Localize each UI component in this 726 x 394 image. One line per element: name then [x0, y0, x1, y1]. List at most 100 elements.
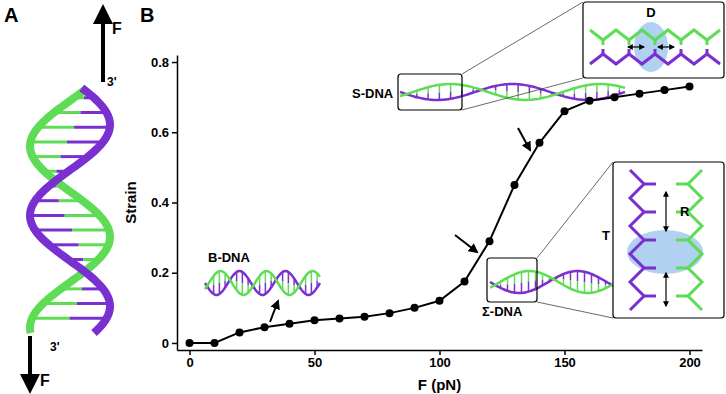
- base-rung: [74, 126, 110, 129]
- y-tick: 0.2: [151, 265, 177, 280]
- y-tick-label: 0.6: [151, 125, 169, 140]
- distance-arrow: [658, 46, 674, 47]
- mini-rung: [528, 271, 530, 281]
- data-point: [436, 297, 444, 305]
- data-point: [461, 278, 469, 286]
- mini-rung: [591, 283, 593, 292]
- y-tick-label: 0.8: [151, 55, 169, 70]
- b-dna-arrow: [270, 301, 278, 322]
- x-tick: 0: [186, 350, 193, 370]
- data-point: [611, 93, 619, 101]
- mini-rung: [288, 283, 290, 294]
- x-tick-label: 100: [429, 355, 451, 370]
- x-tick-label: 50: [308, 355, 322, 370]
- x-tick-label: 150: [554, 355, 576, 370]
- mini-strand: [490, 271, 630, 293]
- distance-arrow: [665, 273, 666, 306]
- data-point: [511, 181, 519, 189]
- plot-data: [186, 83, 694, 347]
- y-tick-label: 0.2: [151, 265, 169, 280]
- force-arrow-down: [28, 336, 32, 390]
- dna-form-label: B-DNA: [208, 250, 250, 265]
- mini-rung: [577, 271, 579, 281]
- mini-rung: [521, 282, 523, 292]
- x-tick-label: 0: [186, 355, 193, 370]
- sigma-dna-arrow: [455, 235, 477, 252]
- zoom-connector: [537, 162, 613, 258]
- y-tick: 0: [162, 336, 177, 351]
- x-axis-title: F (pN): [418, 376, 461, 393]
- data-point: [661, 86, 669, 94]
- data-point: [286, 320, 294, 328]
- mini-strand: [205, 271, 320, 295]
- y-tick-mark: [172, 202, 177, 204]
- sigma-dna-zoom-box: [487, 258, 537, 302]
- zoom-connector: [462, 2, 583, 74]
- base-rung: [76, 302, 109, 305]
- y-tick: 0.4: [151, 195, 177, 210]
- y-tick: 0.6: [151, 125, 177, 140]
- mini-rung: [584, 272, 586, 283]
- mini-strand: [490, 271, 630, 293]
- inset-strand: [590, 30, 720, 40]
- base-rung: [30, 214, 65, 217]
- mini-strand: [205, 271, 320, 295]
- b-dna-drawing: [205, 271, 320, 295]
- y-tick: 0.8: [151, 55, 177, 70]
- zoom-connector: [462, 78, 583, 110]
- purple-strand: [30, 88, 110, 333]
- x-tick: 150: [554, 350, 576, 370]
- mini-rung: [528, 281, 530, 291]
- data-point: [561, 107, 569, 115]
- inset-label: R: [680, 204, 690, 219]
- strand-end-label: 3': [50, 340, 60, 354]
- data-point: [411, 304, 419, 312]
- data-point: [686, 83, 694, 91]
- s-dna-arrow: [518, 128, 530, 150]
- force-arrow-up: [101, 8, 105, 82]
- sigma-dna-drawing: [490, 271, 630, 293]
- x-tick: 50: [308, 350, 322, 370]
- data-point: [311, 316, 319, 324]
- mini-rung: [265, 271, 267, 282]
- force-label: F: [112, 20, 122, 37]
- y-axis-title: Strain: [122, 181, 139, 224]
- distance-arrow: [665, 192, 666, 231]
- dna-form-label: S-DNA: [352, 86, 394, 101]
- y-tick-mark: [172, 132, 177, 134]
- data-point: [361, 313, 369, 321]
- panel-label: B: [140, 4, 154, 26]
- y-tick-label: 0.4: [151, 195, 170, 210]
- data-point: [386, 309, 394, 317]
- x-axis: 0 50 100 150 200: [178, 350, 703, 370]
- x-tick: 200: [679, 350, 701, 370]
- y-tick-mark: [172, 62, 177, 64]
- y-tick-label: 0: [162, 336, 169, 351]
- green-strand: [30, 88, 110, 333]
- data-point: [261, 323, 269, 331]
- inset-rt: [613, 162, 724, 318]
- y-axis: 0 0.2 0.4 0.6 0.8: [151, 55, 178, 351]
- x-tick: 100: [429, 350, 451, 370]
- figure: 0 50 100 150 200 0 0.2 0.4 0.6 0.8 F (pN) Strain A B F…: [0, 0, 726, 394]
- data-point: [486, 237, 494, 245]
- x-tick-label: 200: [679, 355, 701, 370]
- inset-strand: [590, 54, 720, 64]
- annotations: ABFF3'3'B-DNAS-DNAΣ-DNADRT: [4, 4, 690, 389]
- base-rung: [72, 229, 109, 232]
- force-label: F: [40, 372, 50, 389]
- data-point: [336, 314, 344, 322]
- base-rung: [32, 317, 69, 320]
- panel-label: A: [4, 4, 18, 26]
- mini-rung: [521, 272, 523, 282]
- inset-label: D: [646, 5, 655, 20]
- panel-a-helix: [30, 8, 110, 390]
- mini-rung: [219, 271, 221, 282]
- distance-arrow: [628, 46, 644, 47]
- base-rung: [30, 140, 66, 143]
- dna-drawings: [205, 2, 630, 322]
- inset-frame: [583, 2, 724, 78]
- inset-label: T: [602, 228, 610, 243]
- inset-strand: [688, 170, 702, 310]
- data-point: [236, 328, 244, 336]
